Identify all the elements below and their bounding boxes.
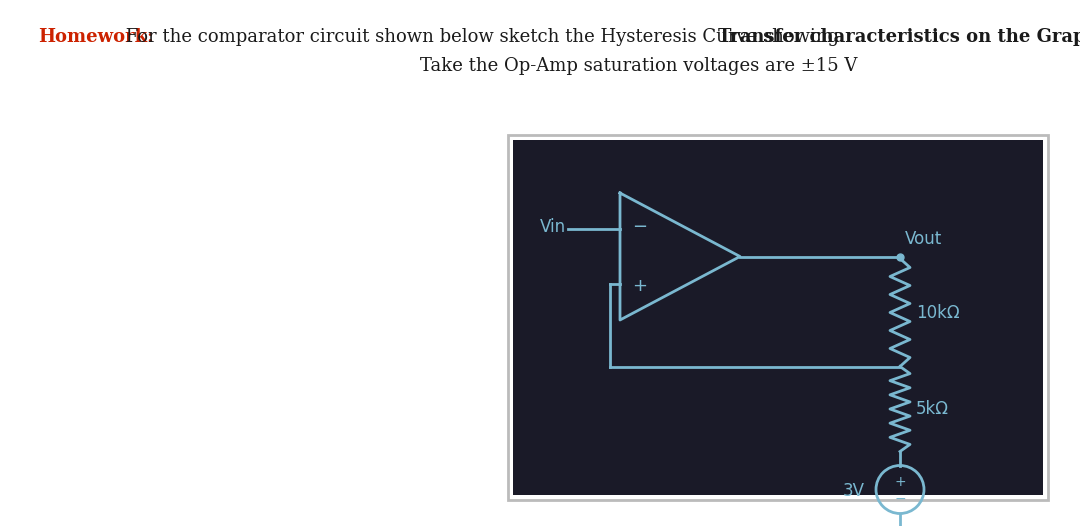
Text: 10kΩ: 10kΩ (916, 304, 960, 321)
Text: Take the Op-Amp saturation voltages are ±15 V: Take the Op-Amp saturation voltages are … (420, 57, 858, 75)
Text: Vin: Vin (540, 218, 566, 236)
Text: 5kΩ: 5kΩ (916, 400, 949, 418)
Text: +: + (632, 277, 647, 296)
Text: +: + (894, 476, 906, 490)
Text: Homework:: Homework: (38, 28, 153, 46)
Text: 3V: 3V (843, 482, 865, 501)
Text: Vout: Vout (905, 229, 942, 248)
FancyBboxPatch shape (508, 135, 1048, 500)
Text: For the comparator circuit shown below sketch the Hysteresis Curve showing: For the comparator circuit shown below s… (120, 28, 845, 46)
Text: −: − (894, 491, 906, 505)
FancyBboxPatch shape (513, 140, 1043, 495)
Text: −: − (632, 218, 647, 236)
Text: Transfer characteristics on the Graph.: Transfer characteristics on the Graph. (718, 28, 1080, 46)
